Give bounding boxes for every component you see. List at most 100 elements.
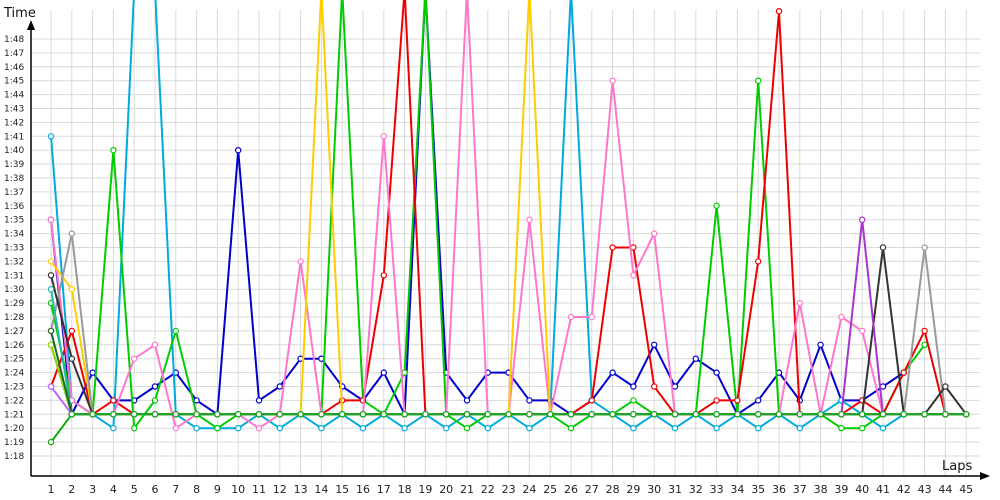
data-point xyxy=(151,411,159,418)
data-point xyxy=(47,341,55,348)
data-point xyxy=(172,327,179,335)
x-tick-label: 12 xyxy=(273,483,287,496)
x-tick-label: 19 xyxy=(418,483,432,496)
y-tick-label: 1:25 xyxy=(4,355,24,365)
y-tick-label: 1:48 xyxy=(4,35,24,45)
data-point xyxy=(47,216,55,223)
x-tick-label: 16 xyxy=(356,483,370,496)
data-point xyxy=(671,411,679,418)
x-tick-label: 18 xyxy=(398,483,412,496)
data-point xyxy=(651,230,658,237)
data-point xyxy=(484,411,491,418)
y-tick-label: 1:34 xyxy=(4,230,24,240)
data-point xyxy=(796,425,804,432)
data-point xyxy=(879,411,887,418)
data-point xyxy=(817,341,824,348)
x-tick-label: 21 xyxy=(460,483,474,496)
data-point xyxy=(859,216,866,223)
x-tick-label: 39 xyxy=(834,483,848,496)
y-tick-label: 1:31 xyxy=(4,271,24,281)
y-tick-label: 1:35 xyxy=(4,216,24,226)
data-point xyxy=(755,397,762,404)
x-tick-label: 37 xyxy=(793,483,807,496)
y-axis-arrow-icon xyxy=(27,20,35,30)
data-point xyxy=(151,341,159,348)
data-point xyxy=(630,411,637,418)
x-ticks: 1 2 3 4 5 6 7 8 9 10 11 12 13 14 15 16 17 18 19 20 21 22 23 24 2… xyxy=(48,483,974,496)
data-point xyxy=(609,411,616,418)
x-tick-label: 2 xyxy=(68,483,75,496)
y-tick-label: 1:28 xyxy=(4,313,24,323)
data-point xyxy=(297,411,304,418)
x-axis-arrow-icon xyxy=(980,472,990,480)
data-point xyxy=(859,425,866,432)
data-point xyxy=(172,425,179,432)
data-point xyxy=(255,411,263,418)
data-point xyxy=(651,383,658,390)
data-point xyxy=(276,383,283,390)
y-tick-label: 1:38 xyxy=(4,174,24,184)
data-point xyxy=(942,383,949,390)
data-point xyxy=(547,411,554,418)
data-point xyxy=(68,230,76,237)
grid xyxy=(31,10,980,476)
data-point xyxy=(713,397,720,404)
y-tick-label: 1:37 xyxy=(4,188,24,198)
data-point xyxy=(630,383,637,390)
data-point xyxy=(463,411,471,418)
data-point xyxy=(921,411,928,418)
data-point xyxy=(47,286,55,293)
data-point xyxy=(505,411,512,418)
x-tick-label: 31 xyxy=(668,483,682,496)
data-point xyxy=(651,411,658,418)
data-point xyxy=(775,411,783,418)
y-tick-label: 1:23 xyxy=(4,383,24,393)
x-tick-label: 24 xyxy=(522,483,536,496)
x-tick-label: 1 xyxy=(48,483,55,496)
data-point xyxy=(172,411,179,418)
data-point xyxy=(318,411,325,418)
data-point xyxy=(651,341,658,348)
data-point xyxy=(193,411,200,418)
x-tick-label: 33 xyxy=(710,483,724,496)
x-tick-label: 5 xyxy=(131,483,138,496)
data-point xyxy=(567,411,575,418)
x-tick-label: 30 xyxy=(647,483,661,496)
x-tick-label: 23 xyxy=(502,483,516,496)
x-tick-label: 38 xyxy=(814,483,828,496)
data-point xyxy=(443,411,450,418)
data-point xyxy=(110,397,117,404)
x-tick-label: 10 xyxy=(231,483,245,496)
data-point xyxy=(859,411,866,418)
data-point xyxy=(630,425,637,432)
data-point xyxy=(276,425,283,432)
x-tick-label: 3 xyxy=(89,483,96,496)
data-point xyxy=(89,369,96,376)
data-point xyxy=(47,272,55,279)
data-point xyxy=(255,397,263,404)
x-tick-label: 32 xyxy=(689,483,703,496)
data-point xyxy=(526,425,533,432)
x-tick-label: 25 xyxy=(543,483,557,496)
data-point xyxy=(775,8,783,15)
x-tick-label: 7 xyxy=(172,483,179,496)
data-point xyxy=(900,369,908,376)
data-point xyxy=(380,411,387,418)
x-tick-label: 11 xyxy=(252,483,266,496)
data-point xyxy=(588,397,596,404)
data-point xyxy=(130,411,138,418)
data-point xyxy=(47,383,55,390)
data-point xyxy=(276,411,283,418)
data-point xyxy=(692,411,700,418)
data-point xyxy=(193,425,200,432)
data-point xyxy=(755,411,762,418)
data-point xyxy=(713,202,720,209)
data-point xyxy=(130,355,138,362)
y-tick-label: 1:30 xyxy=(4,285,24,295)
data-point xyxy=(921,244,928,251)
y-tick-label: 1:42 xyxy=(4,118,24,128)
data-point xyxy=(339,411,346,418)
data-point xyxy=(817,411,824,418)
y-tick-label: 1:27 xyxy=(4,327,24,337)
data-point xyxy=(692,355,700,362)
